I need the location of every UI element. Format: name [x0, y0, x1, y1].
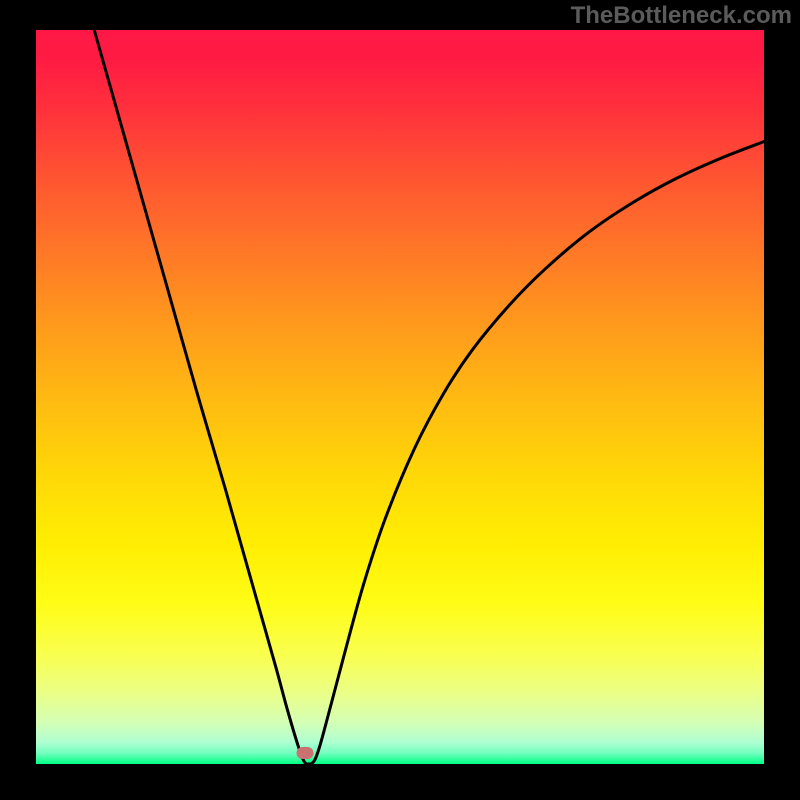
plot-area — [36, 30, 764, 764]
watermark-text: TheBottleneck.com — [571, 2, 792, 30]
curve-svg — [36, 30, 764, 764]
chart-container: TheBottleneck.com — [0, 0, 800, 800]
bottleneck-curve — [94, 30, 764, 764]
optimum-marker — [297, 747, 314, 759]
